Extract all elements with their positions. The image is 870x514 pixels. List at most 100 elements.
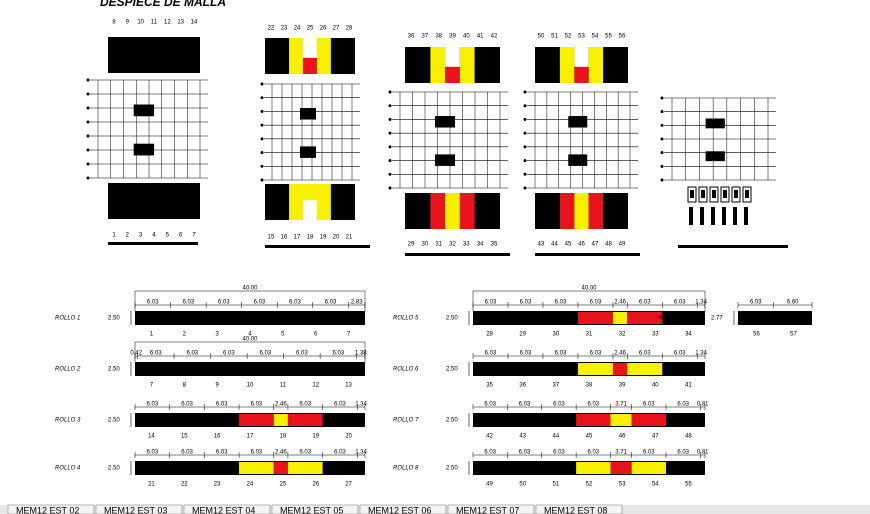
mesh-strip <box>316 38 331 74</box>
roll-number: 47 <box>652 434 659 440</box>
mesh-tag-mark <box>745 190 749 198</box>
sheet-tab-label[interactable]: MEM12 EST 04 <box>192 505 255 514</box>
roll-label: ROLLO 7 <box>393 418 419 424</box>
plan-node <box>86 176 90 180</box>
mesh-bar <box>722 207 726 225</box>
panel-number: 19 <box>320 235 327 241</box>
panel-number: 24 <box>294 26 301 32</box>
roll-label: ROLLO 2 <box>55 367 81 373</box>
roll-dim: 0.42 <box>130 351 142 357</box>
panel-number: 16 <box>281 235 288 241</box>
roll-dim: 6.03 <box>223 351 235 357</box>
plan-detail <box>568 116 588 128</box>
panel-number: 39 <box>449 34 456 40</box>
roll-dim: 2.46 <box>275 402 287 408</box>
roll-dim: 6.03 <box>677 450 689 456</box>
roll-segment <box>576 462 611 474</box>
roll-dim: 6.03 <box>251 402 263 408</box>
sheet-tab-label[interactable]: MEM12 EST 08 <box>544 505 607 514</box>
roll-segment <box>287 414 323 426</box>
mesh-strip <box>588 47 604 83</box>
roll-segment <box>273 462 288 474</box>
roll-total: 40.00 <box>242 286 258 292</box>
roll-label: RO <box>658 316 667 322</box>
roll-number: 24 <box>247 482 254 488</box>
roll-number: 53 <box>619 482 626 488</box>
sheet-tab-label[interactable]: MEM12 EST 03 <box>104 505 167 514</box>
sheet-tab-label[interactable]: MEM12 EST 05 <box>280 505 343 514</box>
mesh-strip <box>574 66 589 83</box>
plan-detail <box>133 104 155 117</box>
panel-number: 40 <box>463 34 470 40</box>
roll-number: 40 <box>652 383 659 389</box>
roll-number: 14 <box>148 434 155 440</box>
panel-number: 32 <box>449 242 456 248</box>
roll-number: 31 <box>586 332 593 338</box>
roll-dim: 6.03 <box>750 300 762 306</box>
plan-node <box>660 151 664 155</box>
plan-node <box>388 159 392 163</box>
roll-dim: 6.03 <box>484 450 496 456</box>
roll-number: 9 <box>215 383 219 389</box>
roll-number: 11 <box>280 383 287 389</box>
roll-dim: 6.03 <box>296 351 308 357</box>
panel-number: 2 <box>126 233 130 239</box>
roll-number: 56 <box>753 332 760 338</box>
panel-number: 10 <box>137 20 144 26</box>
sheet-tab-label[interactable]: MEM12 EST 06 <box>368 505 431 514</box>
sheet-tab <box>359 504 447 514</box>
plan-node <box>260 123 264 127</box>
roll-dim: 0.81 <box>697 402 709 408</box>
roll-dim: 6.03 <box>553 450 565 456</box>
mesh-strip <box>459 193 475 229</box>
mesh-strip <box>588 193 604 229</box>
roll-dim: 2.46 <box>614 351 626 357</box>
panel-number: 52 <box>565 34 572 40</box>
panel-number: 14 <box>191 20 198 26</box>
panel-number: 54 <box>592 34 599 40</box>
roll-number: 36 <box>519 383 526 389</box>
plan-node <box>660 178 664 182</box>
roll-number: 21 <box>148 482 155 488</box>
mesh-strip <box>303 184 317 201</box>
plan-node <box>660 96 664 100</box>
roll-total: 40.00 <box>242 337 258 343</box>
plan-detail <box>300 146 316 158</box>
panel-number: 47 <box>592 242 599 248</box>
sheet-tab-label[interactable]: MEM12 EST 02 <box>16 505 79 514</box>
roll-number: 17 <box>247 434 254 440</box>
roll-number: 29 <box>519 332 526 338</box>
roll-bar <box>135 311 365 325</box>
roll-dim: 6.03 <box>254 300 266 306</box>
plan-node <box>260 151 264 155</box>
roll-number: 37 <box>553 383 560 389</box>
roll-number: 55 <box>685 482 692 488</box>
roll-bar <box>135 362 365 376</box>
panel-number: 23 <box>281 26 288 32</box>
plan-node <box>388 104 392 108</box>
roll-number: 48 <box>685 434 692 440</box>
plan-node <box>523 145 527 149</box>
title: DESPIECE DE MALLA <box>100 0 226 9</box>
roll-dim: 3.71 <box>615 450 627 456</box>
panel-number: 49 <box>619 242 626 248</box>
roll-dim: 6.03 <box>674 351 686 357</box>
roll-dim: 6.03 <box>555 351 567 357</box>
plan-detail <box>705 151 725 162</box>
roll-dim: 0.81 <box>697 450 709 456</box>
panel-number: 34 <box>477 242 484 248</box>
sheet-tab-label[interactable]: MEM12 EST 07 <box>456 505 519 514</box>
roll-height: 2.77 <box>711 316 723 322</box>
plan-node <box>86 92 90 96</box>
roll-label: ROLLO 5 <box>393 316 419 322</box>
plan-node <box>523 104 527 108</box>
roll-dim: 6.03 <box>216 402 228 408</box>
panel-number: 27 <box>333 26 340 32</box>
plan-node <box>260 137 264 141</box>
roll-dim: 6.03 <box>147 450 159 456</box>
mesh-strip <box>430 47 446 83</box>
roll-dim: 6.03 <box>147 300 159 306</box>
panel-number: 18 <box>307 235 314 241</box>
